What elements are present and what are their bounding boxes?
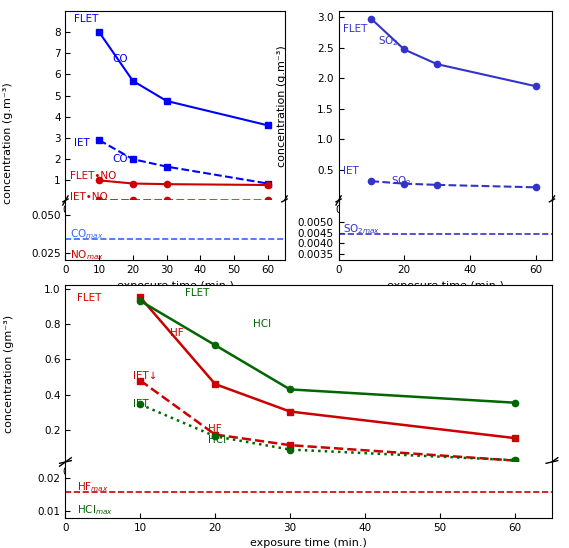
Text: CO: CO: [113, 54, 128, 64]
Y-axis label: concentration (g.m⁻³): concentration (g.m⁻³): [3, 83, 13, 204]
Text: IET•NO: IET•NO: [71, 192, 108, 202]
Text: CO$_{max}$: CO$_{max}$: [71, 227, 104, 241]
X-axis label: exposure time (min.): exposure time (min.): [387, 281, 504, 291]
Text: FLET•NO: FLET•NO: [71, 170, 117, 181]
Text: NO$_{max}$: NO$_{max}$: [71, 248, 104, 262]
Y-axis label: concentration (gm⁻³): concentration (gm⁻³): [5, 315, 14, 432]
Text: FLET: FLET: [77, 293, 101, 303]
Text: IET: IET: [344, 166, 359, 176]
Text: HF$_{max}$: HF$_{max}$: [77, 481, 109, 494]
Text: IET: IET: [74, 139, 89, 149]
Text: HCl: HCl: [208, 435, 226, 446]
Text: HF: HF: [208, 424, 221, 434]
Text: SO$_2$: SO$_2$: [391, 174, 412, 188]
Text: HF: HF: [170, 328, 184, 338]
Text: FLET: FLET: [344, 24, 368, 35]
Text: FLET: FLET: [185, 288, 209, 299]
Y-axis label: concentration (g.m⁻³): concentration (g.m⁻³): [277, 45, 287, 167]
Text: CO: CO: [113, 155, 128, 164]
Text: IET↓: IET↓: [133, 371, 157, 381]
X-axis label: exposure time (min.): exposure time (min.): [250, 538, 367, 548]
Text: HCl$_{max}$: HCl$_{max}$: [77, 503, 113, 517]
Text: HCl: HCl: [253, 319, 271, 329]
X-axis label: exposure time (min.): exposure time (min.): [117, 281, 233, 291]
Text: IET: IET: [133, 399, 149, 409]
Text: SO$_2$: SO$_2$: [378, 35, 399, 48]
Text: FLET: FLET: [74, 14, 98, 24]
Text: SO$_{2max}$: SO$_{2max}$: [344, 222, 381, 236]
